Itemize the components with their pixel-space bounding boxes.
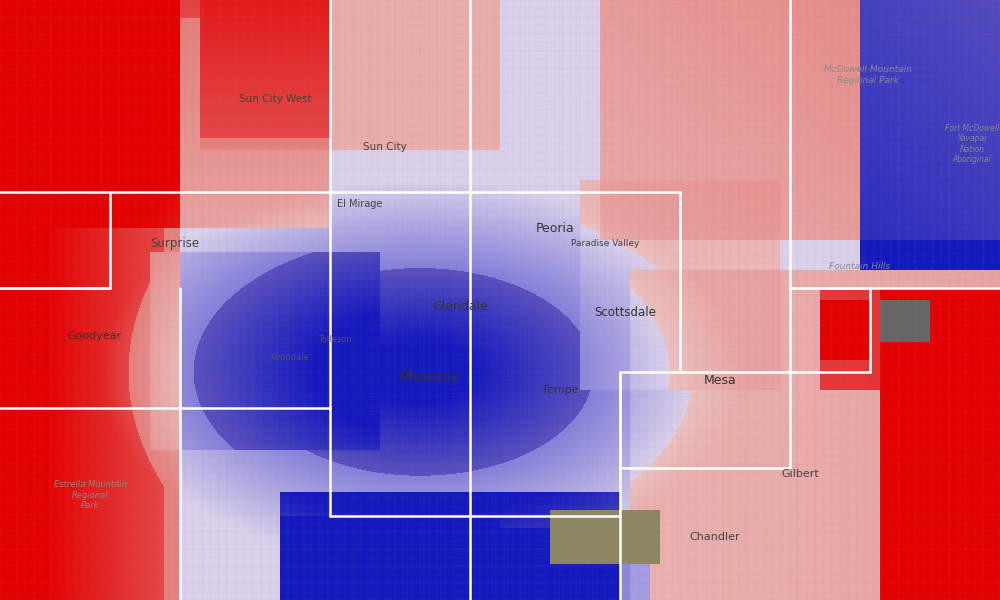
Text: McDowell Mountain
Regional Park: McDowell Mountain Regional Park	[824, 65, 912, 85]
Text: Glendale: Glendale	[432, 299, 488, 313]
Text: Chandler: Chandler	[690, 532, 740, 542]
Text: Surprise: Surprise	[150, 236, 200, 250]
Text: El Mirage: El Mirage	[337, 199, 383, 209]
Text: Tolleson: Tolleson	[318, 335, 352, 343]
Text: Paradise Valley: Paradise Valley	[571, 238, 639, 247]
Text: Peoria: Peoria	[536, 221, 574, 235]
Text: Estrella Mountain
Regional
Park: Estrella Mountain Regional Park	[54, 480, 126, 510]
Text: Scottsdale: Scottsdale	[594, 305, 656, 319]
Text: Fort McDowell
Yavapai
Nation
Aboriginal: Fort McDowell Yavapai Nation Aboriginal	[945, 124, 999, 164]
Text: Gilbert: Gilbert	[781, 469, 819, 479]
Text: Mesa: Mesa	[704, 374, 736, 388]
Text: Sun City: Sun City	[363, 142, 407, 152]
Text: Sun City West: Sun City West	[239, 94, 311, 104]
Text: Tempe: Tempe	[542, 385, 578, 395]
Text: Avondale: Avondale	[271, 352, 309, 361]
Text: Fountain Hills: Fountain Hills	[829, 262, 891, 271]
Text: Phoenix: Phoenix	[400, 370, 460, 385]
Text: Goodyear: Goodyear	[68, 331, 122, 341]
